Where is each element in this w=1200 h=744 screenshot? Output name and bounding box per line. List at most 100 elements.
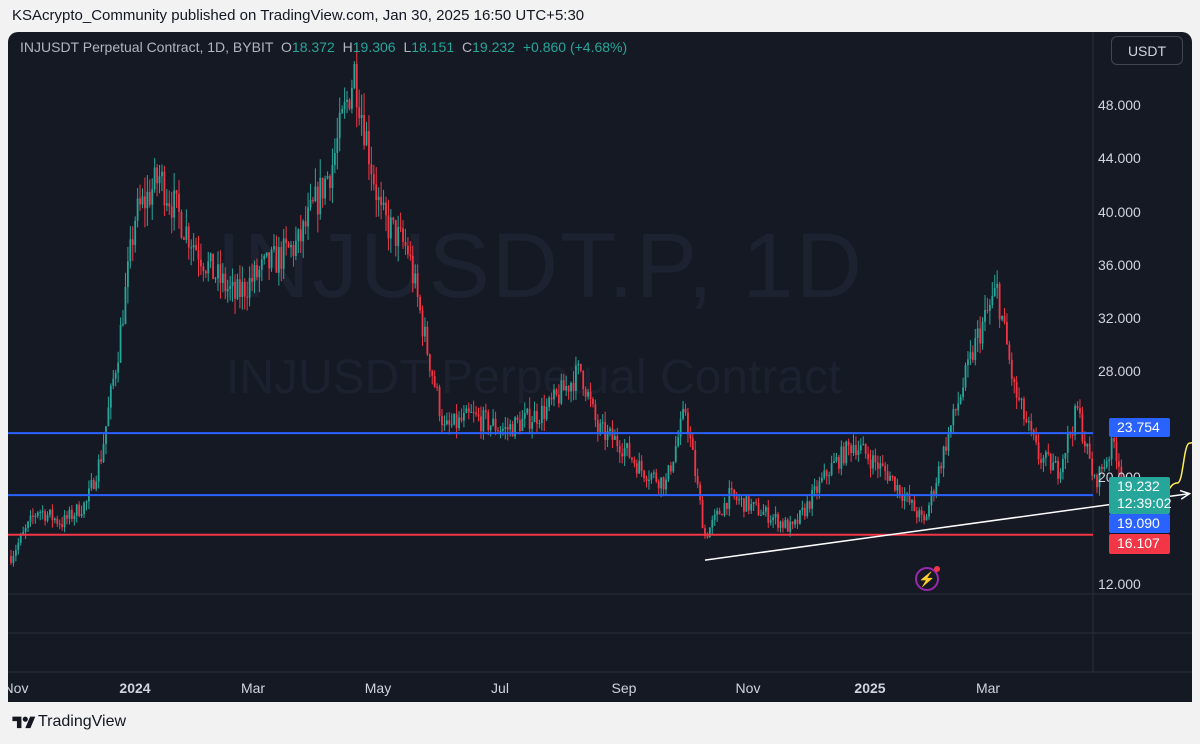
candle-body [299, 229, 302, 242]
candle-body [1093, 475, 1096, 477]
candle-body [984, 309, 986, 322]
candle-body [662, 477, 665, 490]
candle-body [584, 389, 587, 397]
price-tick: 48.000 [1098, 97, 1141, 113]
notification-dot [934, 566, 940, 572]
candle-body [282, 238, 285, 269]
candle-body [596, 420, 599, 432]
candle-body [1100, 466, 1103, 469]
candle-body [39, 512, 42, 514]
candle-body [740, 498, 743, 500]
candle-body [538, 423, 541, 425]
watermark-description: INJUSDT Perpetual Contract [226, 351, 842, 404]
candle-body [438, 387, 441, 417]
trendline-arrowhead [1179, 489, 1192, 500]
candle-body [331, 165, 334, 188]
candle-body [774, 514, 777, 518]
candle-body [248, 277, 251, 298]
candle-body [723, 502, 726, 516]
candle-body [1096, 475, 1098, 488]
candle-body [1049, 453, 1052, 471]
candle-body [718, 510, 721, 515]
candle-body [1047, 452, 1050, 454]
candle-body [1066, 433, 1069, 453]
candle-body [224, 273, 227, 292]
watermark-symbol: INJUSDT.P, 1D [216, 215, 865, 317]
lightning-icon[interactable]: ⚡ [915, 567, 939, 591]
candle-body [346, 99, 348, 102]
candle-body [519, 420, 521, 431]
candle-body [1052, 462, 1055, 471]
candle-body [750, 503, 753, 511]
candle-body [326, 175, 329, 179]
candle-body [986, 309, 989, 311]
candle-body [631, 457, 633, 460]
candle-body [1027, 421, 1030, 423]
tradingview-brand: TradingView [38, 713, 127, 730]
candle-body [44, 511, 46, 521]
candle-body [855, 445, 857, 456]
candle-body [762, 511, 765, 516]
candle-body [816, 486, 818, 493]
candle-body [996, 283, 999, 288]
candle-body [716, 510, 719, 515]
candle-body [896, 485, 899, 491]
candle-body [764, 507, 767, 512]
candle-body [920, 510, 923, 515]
candle-body [358, 107, 361, 119]
projection-path[interactable] [1138, 210, 1192, 498]
candle-body [672, 461, 675, 472]
candle-body [124, 287, 127, 324]
candle-body [380, 196, 383, 206]
candle-body [1110, 437, 1113, 460]
candle-body [497, 430, 499, 432]
candle-body [416, 273, 419, 297]
candle-body [292, 244, 295, 256]
candle-body [475, 412, 477, 415]
candle-body [601, 422, 604, 424]
candle-body [533, 410, 536, 423]
candle-body [192, 245, 195, 248]
candle-body [163, 171, 166, 206]
legend-open: 18.372 [291, 39, 335, 55]
candle-body [704, 528, 706, 536]
candle-body [426, 326, 429, 355]
candle-body [260, 259, 263, 270]
candle-body [674, 446, 677, 462]
current-price: 19.232 [1117, 478, 1160, 494]
candle-body [638, 460, 641, 474]
candle-body [129, 239, 132, 262]
candle-body [1025, 419, 1028, 423]
price-tick: 36.000 [1098, 257, 1141, 273]
candle-body [1115, 441, 1118, 462]
candle-body [85, 501, 88, 503]
candle-body [32, 515, 34, 517]
candle-body [329, 175, 331, 188]
candle-body [635, 463, 638, 474]
chart-panel[interactable]: INJUSDT.P, 1D INJUSDT Perpetual Contract… [8, 32, 1192, 702]
candle-body [823, 470, 826, 478]
time-tick: Mar [975, 680, 1001, 696]
legend-low-label: L [403, 39, 412, 55]
candle-body [786, 519, 789, 532]
candle-body [575, 365, 577, 391]
time-tick: Mar [240, 680, 266, 696]
candle-body [606, 431, 609, 440]
publish-bar: KSAcrypto_Community published on Trading… [0, 0, 1200, 32]
candle-body [825, 470, 828, 477]
candle-body [75, 504, 78, 516]
candle-body [991, 295, 994, 305]
candle-body [1018, 397, 1020, 400]
publish-text: KSAcrypto_Community published on Trading… [12, 7, 585, 24]
price-tick: 12.000 [1098, 576, 1141, 592]
rising-trendline[interactable] [704, 492, 1190, 561]
currency-button[interactable]: USDT [1111, 36, 1183, 65]
price-chart[interactable] [8, 32, 1192, 702]
candle-body [752, 502, 755, 504]
legend-symbol: INJUSDT Perpetual Contract, 1D, BYBIT [20, 39, 274, 55]
candle-body [706, 535, 709, 538]
candle-body [911, 500, 913, 503]
candle-body [609, 428, 611, 432]
candle-body [557, 394, 560, 404]
time-tick: May [364, 680, 392, 696]
